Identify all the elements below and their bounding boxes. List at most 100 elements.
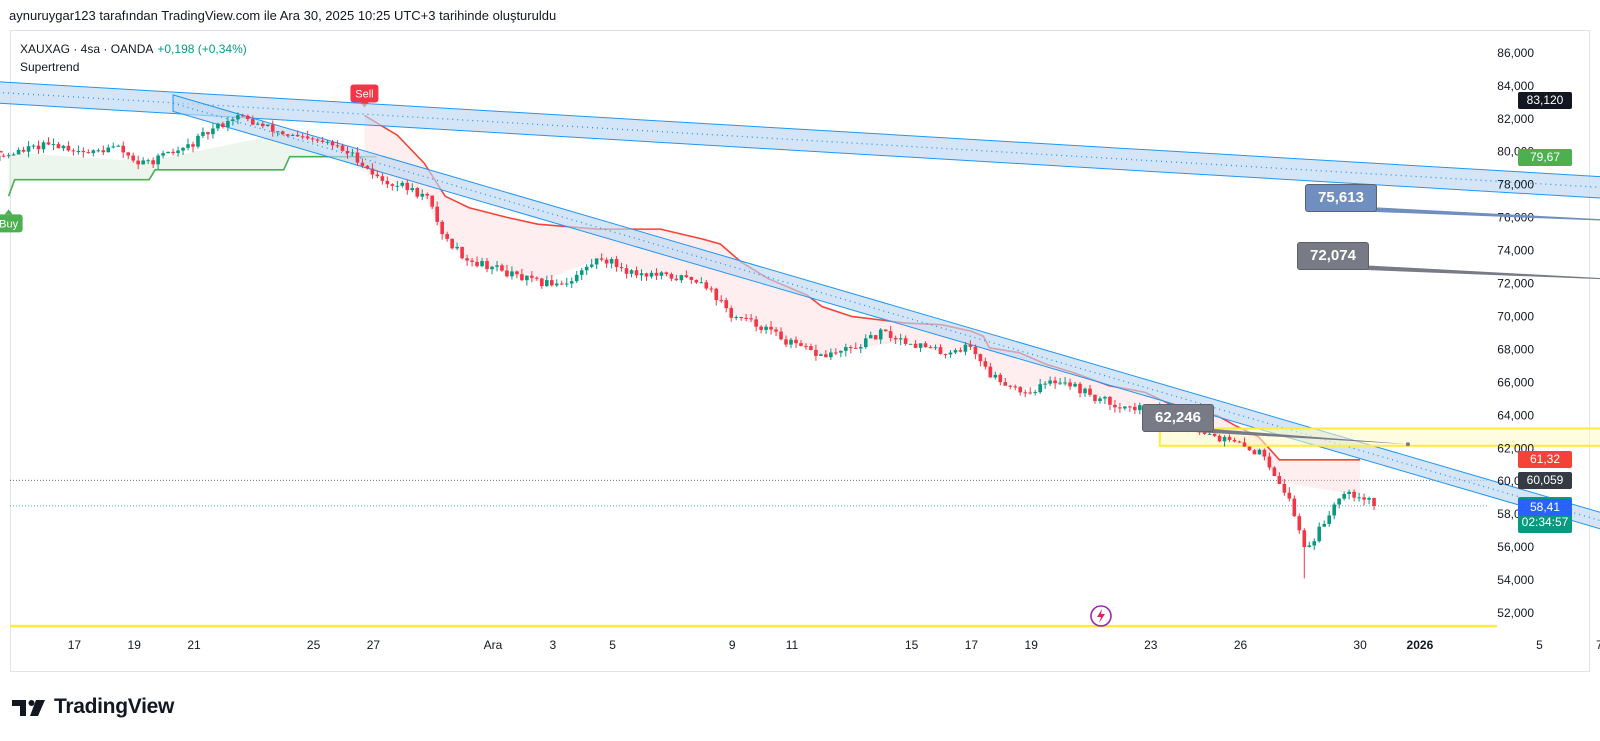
x-tick-label: 19 — [128, 638, 142, 652]
candle-body — [913, 343, 918, 348]
candle-body — [804, 345, 808, 347]
candle-body — [1073, 383, 1077, 387]
signal-label: Buy — [0, 218, 19, 230]
candle-body — [584, 266, 589, 271]
trend-channel-1 — [0, 81, 1600, 199]
x-tick-label: 3 — [549, 638, 556, 652]
candle-body — [255, 123, 260, 125]
candle-body — [898, 338, 903, 340]
candle-body — [76, 151, 81, 153]
candle-body — [460, 246, 464, 259]
chart-legend: XAUXAG · 4sa · OANDA +0,198 (+0,34%) Supe… — [20, 40, 247, 76]
lightning-icon[interactable] — [1089, 604, 1113, 628]
candle-body — [500, 265, 504, 271]
y-tick-label: 68,000 — [1497, 342, 1534, 356]
candle-body — [579, 270, 584, 275]
candle-body — [589, 264, 594, 267]
y-tick-label: 56,000 — [1497, 540, 1534, 554]
x-tick-label: 17 — [965, 638, 979, 652]
tradingview-logo[interactable]: TradingView — [12, 695, 174, 719]
price-callout[interactable]: 62,246 — [1142, 404, 1214, 432]
candle-body — [1367, 497, 1371, 500]
candle-body — [176, 150, 180, 154]
candle-body — [450, 238, 454, 249]
candle-body — [714, 288, 719, 301]
candle-body — [1307, 545, 1312, 547]
candle-body — [81, 151, 86, 153]
candle-body — [1103, 396, 1107, 399]
candle-body — [888, 331, 893, 338]
candle-body — [779, 331, 783, 340]
candles-layer — [0, 112, 1376, 579]
candle-body — [594, 258, 599, 265]
candle-body — [445, 234, 449, 239]
candle-body — [1297, 516, 1302, 531]
x-tick-label: 19 — [1025, 638, 1039, 652]
candle-body — [275, 131, 280, 133]
candle-body — [1138, 405, 1142, 411]
candle-body — [614, 259, 619, 268]
candle-body — [1048, 380, 1052, 384]
candle-body — [1252, 450, 1257, 455]
candle-body — [839, 350, 843, 353]
y-tick-label: 86,000 — [1497, 46, 1534, 60]
candle-body — [1128, 406, 1132, 408]
candle-body — [674, 278, 679, 281]
x-tick-label: 11 — [786, 638, 799, 652]
candle-body — [41, 142, 46, 150]
candle-body — [903, 338, 908, 344]
x-tick-label: 2026 — [1407, 638, 1434, 652]
symbol-info[interactable]: XAUXAG · 4sa · OANDA — [20, 42, 154, 56]
candle-body — [704, 282, 709, 289]
candle-body — [734, 316, 738, 318]
candle-body — [1113, 404, 1117, 408]
price-callout[interactable]: 72,074 — [1297, 242, 1369, 270]
candle-body — [1108, 396, 1112, 405]
price-tag: 83,120 — [1518, 91, 1572, 109]
x-tick-label: 15 — [905, 638, 919, 652]
candle-body — [908, 343, 913, 345]
candle-body — [1043, 383, 1047, 385]
candle-body — [933, 347, 938, 349]
candle-body — [739, 316, 743, 318]
candle-body — [136, 160, 140, 165]
candle-body — [470, 260, 474, 262]
price-callout[interactable]: 75,613 — [1305, 184, 1377, 212]
candle-body — [824, 354, 828, 358]
candle-body — [375, 174, 380, 177]
candle-body — [1222, 436, 1227, 442]
callout-anchor — [1405, 442, 1410, 447]
candle-body — [809, 346, 813, 350]
candle-body — [246, 115, 250, 120]
candle-body — [574, 274, 579, 282]
candle-body — [510, 271, 514, 277]
candle-body — [1053, 380, 1057, 384]
chart-frame[interactable] — [10, 30, 1590, 672]
candle-body — [1, 155, 6, 157]
candle-body — [709, 288, 714, 290]
price-tag: 79,67 — [1518, 148, 1572, 166]
price-tag: 58,41 — [1518, 498, 1572, 516]
candle-body — [400, 182, 405, 186]
candle-body — [844, 347, 848, 351]
candle-body — [116, 145, 121, 147]
candle-body — [654, 272, 659, 276]
candle-body — [1227, 436, 1232, 440]
candle-body — [550, 280, 554, 286]
candle-body — [395, 185, 400, 187]
candle-body — [759, 326, 763, 330]
candle-body — [819, 354, 823, 356]
candle-body — [330, 141, 335, 146]
candle-body — [146, 160, 150, 162]
candle-body — [231, 119, 235, 121]
candle-body — [241, 115, 245, 117]
candle-body — [126, 152, 131, 156]
candle-body — [86, 152, 91, 154]
candle-body — [51, 144, 56, 146]
candle-body — [564, 283, 569, 285]
candle-body — [26, 146, 31, 152]
candle-body — [1282, 483, 1287, 493]
indicator-name[interactable]: Supertrend — [20, 60, 80, 74]
chart-attribution: aynuruygar123 tarafından TradingView.com… — [9, 8, 557, 23]
